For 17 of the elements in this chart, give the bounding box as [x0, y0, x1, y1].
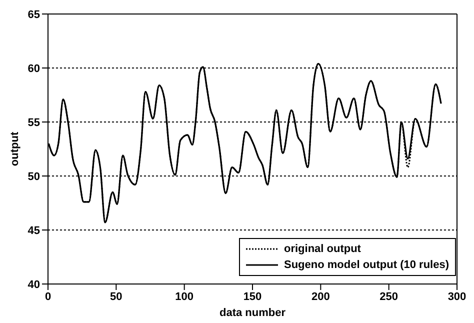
y-tick-label: 65: [28, 8, 40, 21]
y-tick-label: 45: [28, 224, 40, 237]
y-tick-label: 55: [28, 116, 40, 129]
y-tick-label: 60: [28, 62, 40, 75]
legend-label: original output: [284, 242, 361, 257]
x-tick-label: 50: [110, 290, 122, 303]
y-tick-label: 40: [28, 278, 40, 291]
x-tick-label: 300: [448, 290, 466, 303]
x-tick-label: 150: [243, 290, 262, 303]
x-axis-title: data number: [219, 307, 286, 319]
x-tick-label: 250: [380, 290, 398, 303]
y-tick-label: 50: [28, 170, 40, 183]
x-tick-label: 100: [175, 290, 194, 303]
legend-label: Sugeno model output (10 rules): [284, 258, 449, 273]
x-tick-label: 200: [311, 290, 330, 303]
x-tick-label: 0: [44, 290, 52, 303]
y-axis-title: output: [8, 132, 21, 166]
